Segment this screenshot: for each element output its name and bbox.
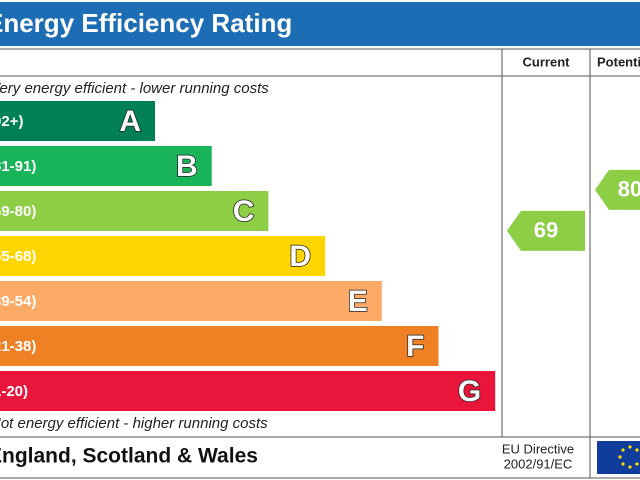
directive: EU Directive (502, 441, 574, 456)
band-range: (21-38) (0, 338, 36, 355)
band (0, 326, 439, 366)
band-letter: E (348, 285, 368, 318)
band-range: (39-54) (0, 293, 36, 310)
bottom-note: Not energy efficient - higher running co… (0, 415, 268, 432)
band-letter: A (119, 105, 141, 138)
band-letter: B (176, 150, 198, 183)
title-bar (0, 2, 640, 46)
band (0, 236, 326, 276)
top-note: Very energy efficient - lower running co… (0, 80, 269, 97)
band-range: (92+) (0, 113, 23, 130)
band-letter: F (406, 330, 424, 363)
rating-value: 80 (618, 177, 640, 202)
column-header: Current (523, 54, 571, 69)
band (0, 371, 496, 411)
band (0, 281, 382, 321)
band-letter: D (289, 240, 311, 273)
region: England, Scotland & Wales (0, 445, 258, 468)
band (0, 146, 212, 186)
band-letter: G (458, 375, 481, 408)
eu-stars (618, 445, 639, 469)
band (0, 191, 269, 231)
rating-arrow (595, 169, 640, 210)
band-range: (69-80) (0, 203, 36, 220)
band-letter: C (233, 195, 255, 228)
band-range: (81-91) (0, 158, 36, 175)
rating-arrow (507, 210, 585, 251)
table-lines (0, 48, 640, 479)
column-header: Potential (597, 54, 640, 69)
band (0, 101, 155, 141)
rating-value: 69 (534, 218, 558, 243)
band-range: (1-20) (0, 383, 28, 400)
band-range: (55-68) (0, 248, 36, 265)
directive: 2002/91/EC (504, 456, 573, 471)
title: Energy Efficiency Rating (0, 8, 292, 38)
